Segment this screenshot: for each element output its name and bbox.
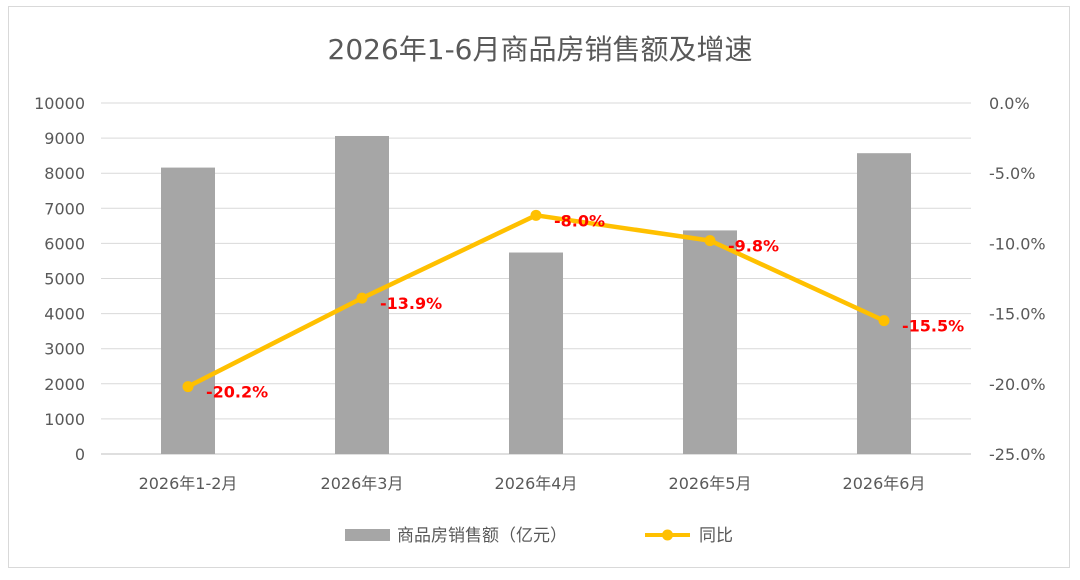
growth-data-label: -13.9% (380, 294, 442, 313)
legend-bar-swatch (345, 529, 390, 541)
legend-line-marker (662, 529, 673, 541)
y-right-tick-label: -20.0% (989, 375, 1046, 394)
y-left-tick-label: 10000 (34, 94, 85, 113)
legend: 商品房销售额（亿元） 同比 (345, 526, 733, 546)
y-right-tick-label: 0.0% (989, 94, 1030, 113)
growth-data-label: -8.0% (554, 211, 605, 230)
chart-svg: 2026年1-6月商品房销售额及增速 -20.2% -13.9% -8.0% -9.8… (34, 33, 1046, 546)
growth-data-label: -9.8% (728, 237, 779, 256)
x-category-label: 2026年3月 (321, 474, 404, 493)
bar-layer (161, 135, 911, 455)
x-category-label: 2026年6月 (843, 474, 926, 493)
growth-point (356, 292, 368, 304)
growth-point (704, 235, 716, 247)
bar (509, 252, 563, 454)
chart-frame: 2026年1-6月商品房销售额及增速 -20.2% -13.9% -8.0% -9.8… (8, 6, 1070, 568)
y-left-tick-label: 2000 (44, 375, 85, 394)
x-category-label: 2026年4月 (495, 474, 578, 493)
y-left-tick-label: 3000 (44, 340, 85, 359)
y-right-tick-label: -15.0% (989, 305, 1046, 324)
growth-point (878, 315, 890, 327)
axis-layer: 0 1000 2000 3000 4000 5000 6000 7000 8000 9000 100… (34, 94, 1046, 493)
x-category-label: 2026年5月 (669, 474, 752, 493)
x-category-label: 2026年1-2月 (139, 474, 238, 493)
legend-bar-label: 商品房销售额（亿元） (397, 526, 567, 546)
growth-point (530, 209, 542, 221)
y-left-tick-label: 0 (75, 445, 85, 464)
growth-data-label: -15.5% (902, 317, 964, 336)
line-layer: -20.2% -13.9% -8.0% -9.8% -15.5% (182, 209, 964, 402)
y-left-tick-label: 1000 (44, 410, 85, 429)
y-left-tick-label: 5000 (44, 270, 85, 289)
y-right-tick-label: -10.0% (989, 234, 1046, 253)
y-left-tick-label: 4000 (44, 305, 85, 324)
chart-title: 2026年1-6月商品房销售额及增速 (328, 33, 753, 66)
y-left-tick-label: 8000 (44, 164, 85, 183)
y-right-tick-label: -25.0% (989, 445, 1046, 464)
legend-line-label: 同比 (699, 526, 733, 546)
bar (857, 153, 911, 454)
growth-point (182, 381, 194, 393)
y-left-tick-label: 7000 (44, 199, 85, 218)
bar (683, 230, 737, 454)
y-right-tick-label: -5.0% (989, 164, 1035, 183)
y-left-tick-label: 9000 (44, 129, 85, 148)
y-left-tick-label: 6000 (44, 234, 85, 253)
bar (161, 167, 215, 455)
growth-data-label: -20.2% (206, 383, 268, 402)
